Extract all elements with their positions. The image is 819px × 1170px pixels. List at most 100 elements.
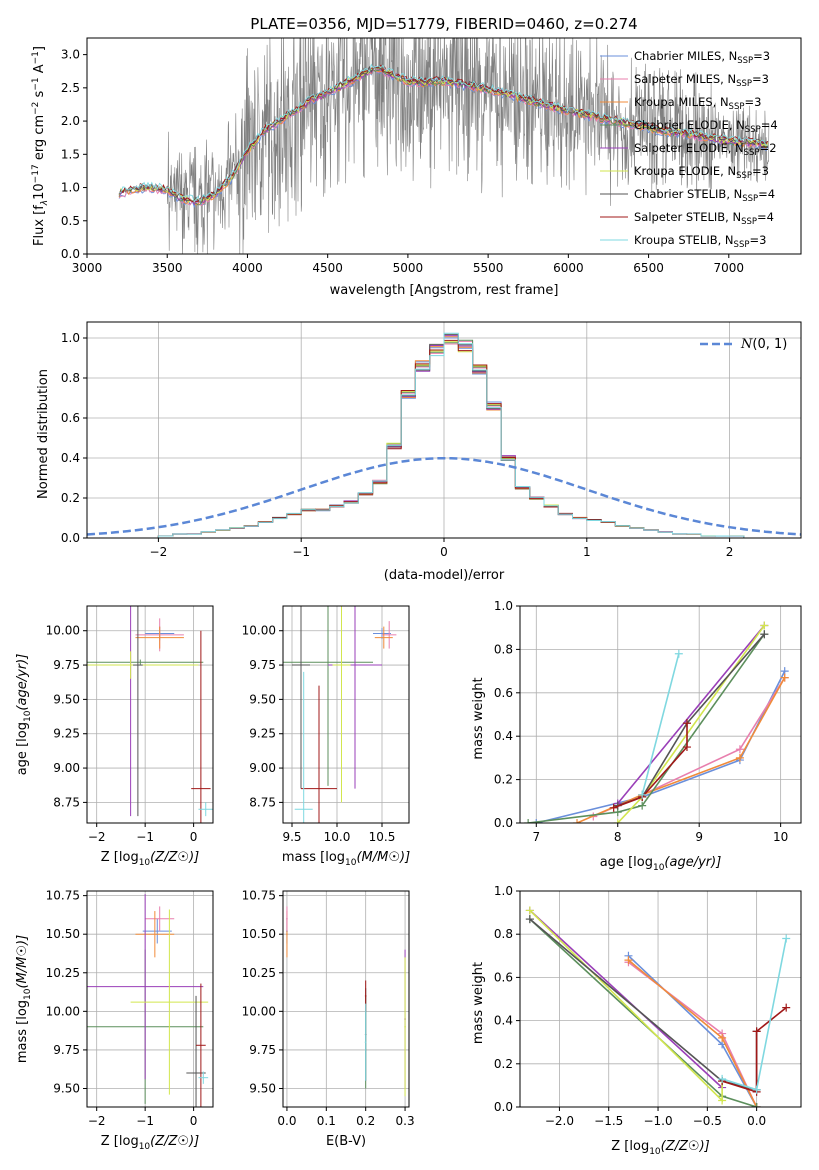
x-tick-label: 0.0 [277, 1114, 296, 1128]
y-tick-label: 9.75 [53, 658, 80, 672]
spectrum-legend: Chabrier MILES, NSSP=3 Salpeter MILES, NS… [600, 49, 778, 250]
y-tick-label: 0.6 [494, 970, 513, 984]
x-tick-label: −2 [88, 830, 106, 844]
x-tick-label: −0.5 [693, 1114, 722, 1128]
y-tick-label: 0.2 [61, 491, 80, 505]
model-spectrum-2 [118, 69, 769, 206]
weight-marker [752, 1085, 761, 1094]
y-tick-label: 0.2 [494, 773, 513, 787]
errorbars-age-vs-mass [283, 606, 397, 823]
legend-label-5: Kroupa ELODIE, NSSP=3 [634, 164, 769, 181]
y-tick-label: 0.4 [494, 729, 513, 743]
mass-vs-Z-ylabel: mass [log10(M/M☉)] [15, 935, 33, 1063]
weight-vs-age-ylabel: mass weight [471, 677, 486, 759]
weight-marker [782, 1003, 791, 1012]
weight-marker [752, 1027, 761, 1036]
weight-marker [638, 801, 647, 810]
weight-marker [782, 934, 791, 943]
y-tick-label: 0.8 [494, 642, 513, 656]
axes-spectrum: 3000 3500 4000 4500 5000 5500 6000 6500 7000 0.0 0… [61, 48, 744, 275]
x-tick-label: 0.3 [396, 1114, 415, 1128]
y-tick-label: 1.5 [61, 147, 80, 161]
axes-frame [519, 605, 802, 824]
x-tick-label: 3000 [72, 261, 103, 275]
y-tick-label: 9.50 [249, 1081, 276, 1095]
errorbars-age-vs-Z [87, 606, 213, 823]
age-vs-Z-ylabel: age [log10(age/yr)] [15, 654, 33, 776]
errorbars-mass-vs-Z [87, 894, 209, 1107]
x-tick-label: 3500 [152, 261, 183, 275]
y-tick-label: 10.25 [46, 966, 80, 980]
weight-marker [735, 745, 744, 754]
y-tick-label: 9.75 [249, 1043, 276, 1057]
legend-label-6: Chabrier STELIB, NSSP=4 [634, 187, 775, 204]
model-spectrum-8 [118, 63, 769, 203]
y-tick-label: 2.5 [61, 81, 80, 95]
weight-marker [525, 915, 534, 924]
y-tick-label: 1.0 [494, 884, 513, 898]
mass-vs-Z-xlabel: Z [log10(Z/Z☉)] [101, 1134, 199, 1152]
weight-marker [638, 790, 647, 799]
spectrum-plot [118, 38, 770, 254]
x-tick-label: 0 [190, 830, 198, 844]
axes-frame [86, 37, 802, 255]
y-tick-label: 8.75 [53, 795, 80, 809]
weight-line-0 [536, 670, 786, 823]
x-tick-label: 0 [440, 545, 448, 559]
weight-marker [609, 803, 618, 812]
y-tick-label: 0.5 [61, 214, 80, 228]
x-tick-label: −2 [88, 1114, 106, 1128]
y-tick-label: 0.0 [61, 247, 80, 261]
x-tick-label: 0 [190, 1114, 198, 1128]
y-tick-label: 0.0 [494, 816, 513, 830]
y-tick-label: 1.0 [494, 599, 513, 613]
weights-weight-vs-Z [525, 906, 791, 1107]
legend-normal-label: N(0, 1) [740, 337, 787, 352]
y-tick-label: 10.50 [46, 927, 80, 941]
axes-frame [282, 605, 410, 824]
x-tick-label: 10 [773, 830, 788, 844]
weight-marker [718, 1096, 727, 1105]
legend-label-7: Salpeter STELIB, NSSP=4 [634, 210, 774, 227]
y-tick-label: 10.75 [46, 889, 80, 903]
axes-frame [519, 890, 802, 1108]
weight-vs-Z-ylabel: mass weight [471, 962, 486, 1044]
y-tick-label: 1.0 [61, 181, 80, 195]
weight-vs-Z-xlabel: Z [log10(Z/Z☉)] [611, 1139, 709, 1157]
model-spectrum-6 [118, 65, 768, 203]
weight-marker [524, 819, 533, 823]
weight-line-4 [617, 624, 765, 805]
errorbars-mass-vs-ebv [286, 906, 406, 1097]
x-tick-label: −1 [136, 1114, 154, 1128]
weight-marker [624, 956, 633, 965]
x-tick-label: 5500 [473, 261, 504, 275]
y-tick-label: 1.0 [61, 331, 80, 345]
legend-label-8: Kroupa STELIB, NSSP=3 [634, 233, 766, 250]
normal-curve [87, 456, 801, 536]
y-tick-label: 9.25 [249, 727, 276, 741]
y-tick-label: 10.00 [242, 1004, 276, 1018]
x-tick-label: 10.0 [324, 830, 351, 844]
x-tick-label: −1 [136, 830, 154, 844]
x-tick-label: 10.5 [369, 830, 396, 844]
y-tick-label: 10.00 [46, 624, 80, 638]
observed-spectrum [118, 38, 770, 254]
weight-marker [613, 819, 622, 823]
weight-marker [718, 1074, 727, 1083]
weight-marker [760, 621, 769, 630]
y-tick-label: 0.6 [494, 686, 513, 700]
x-tick-label: 6000 [553, 261, 584, 275]
axes-residuals: −2 −1 0 1 2 0.0 0.2 0.4 0.6 0.8 1.0 [61, 322, 801, 559]
axes-mass-vs-ebv: 0.0 0.1 0.2 0.3 9.50 9.75 10.00 10.25 10.50 10.75 [242, 889, 415, 1128]
y-tick-label: 0.0 [494, 1100, 513, 1114]
weight-marker [525, 906, 534, 915]
y-tick-label: 8.75 [249, 795, 276, 809]
y-tick-label: 9.00 [53, 761, 80, 775]
y-tick-label: 0.8 [494, 927, 513, 941]
y-tick-label: 10.50 [242, 927, 276, 941]
axes-mass-vs-Z: −2 −1 0 9.50 9.75 10.00 10.25 10.50 10.75 [46, 889, 213, 1128]
x-tick-label: 4000 [232, 261, 263, 275]
mass-vs-ebv-xlabel: E(B-V) [326, 1134, 366, 1149]
model-spectrum-1 [118, 68, 769, 206]
spectrum-xlabel: wavelength [Angstrom, rest frame] [330, 283, 559, 298]
